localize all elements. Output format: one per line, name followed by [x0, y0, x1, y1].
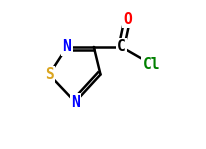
Text: N: N: [62, 39, 71, 54]
Text: O: O: [122, 12, 131, 27]
Text: C: C: [116, 39, 125, 54]
Text: S: S: [44, 67, 53, 82]
Text: Cl: Cl: [142, 57, 159, 72]
Text: N: N: [70, 95, 79, 110]
